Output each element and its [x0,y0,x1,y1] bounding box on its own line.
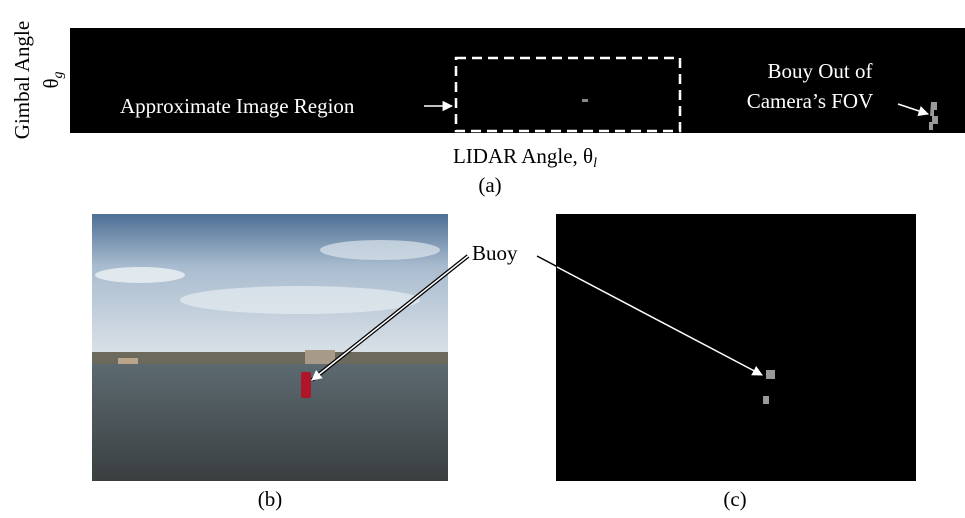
caption: (a) [478,173,501,197]
camera-photo [92,214,448,481]
caption: (b) [258,487,283,511]
projected-lidar-image [556,214,916,481]
x-axis-label: LIDAR Angle, θl [453,144,597,171]
caption: (c) [723,487,746,511]
figure: Approximate Image Region Bouy Out of Cam… [0,0,965,518]
annotation: Bouy Out of [768,59,873,83]
y-axis-label: Gimbal Angle [10,21,34,139]
annotation: Camera’s FOV [747,89,874,113]
y-axis-symbol: θg [39,71,66,88]
annotation: Buoy [472,241,518,265]
label: LIDAR Angle, θ [453,144,593,168]
annotation: Approximate Image Region [120,94,355,118]
lidar-return [763,396,769,404]
symbol: θ [39,78,63,88]
subscript: l [593,156,597,171]
lidar-return [582,99,588,102]
lidar-return [766,370,775,379]
subscript: g [51,71,66,78]
page: {"panel_a": {"y_axis_label": "Gimbal Ang… [0,0,965,518]
